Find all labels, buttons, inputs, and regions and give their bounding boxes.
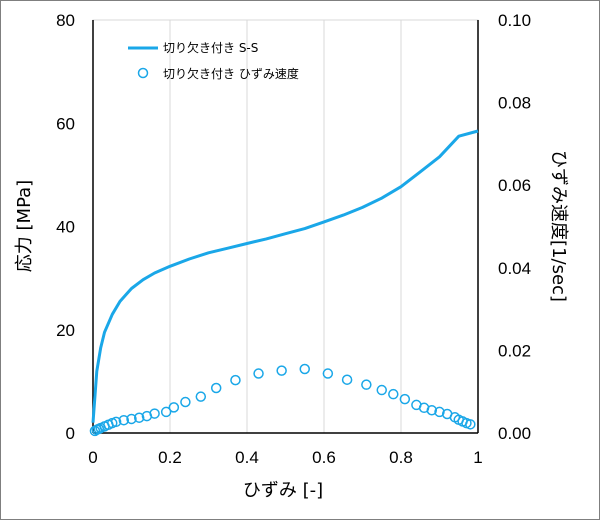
legend: 切り欠き付き S-S 切り欠き付き ひずみ速度 <box>128 40 299 81</box>
y-left-tick-label: 0 <box>66 424 75 443</box>
strain-rate-point <box>118 414 130 426</box>
x-tick-label: 0.2 <box>158 448 182 467</box>
strain-rate-point <box>376 384 387 396</box>
y-right-tick-label: 0.10 <box>498 11 531 30</box>
legend-label-strain-rate: 切り欠き付き ひずみ速度 <box>163 66 299 81</box>
strain-rate-point <box>361 379 372 390</box>
strain-rate-point <box>426 405 438 416</box>
y-left-axis-title: 応力 [MPa] <box>14 180 35 272</box>
strain-rate-point <box>210 382 222 394</box>
y-right-tick-label: 0.00 <box>498 424 531 443</box>
y-left-tick-label: 20 <box>56 321 75 340</box>
x-tick-label: 0.4 <box>235 448 259 467</box>
axes <box>92 20 479 434</box>
strain-rate-point <box>180 396 191 408</box>
x-tick-label: 0.8 <box>389 448 413 467</box>
grid-lines <box>169 20 402 433</box>
y-left-tick-label: 40 <box>56 218 75 237</box>
legend-label-ss: 切り欠き付き S-S <box>163 40 258 55</box>
strain-rate-point <box>110 416 122 428</box>
strain-rate-point <box>276 365 287 376</box>
x-tick-label: 1 <box>473 448 482 467</box>
strain-rate-point <box>434 406 445 418</box>
y-right-tick-label: 0.06 <box>498 176 531 195</box>
legend-marker-swatch <box>137 67 149 79</box>
x-tick-label: 0.6 <box>312 448 336 467</box>
y-left-tick-label: 60 <box>56 114 75 133</box>
strain-rate-point <box>195 391 207 402</box>
strain-rate-point <box>253 368 264 379</box>
strain-rate-point <box>465 419 476 430</box>
strain-rate-point <box>168 402 180 413</box>
strain-rate-point <box>160 406 172 418</box>
strain-rate-point <box>149 408 160 419</box>
y-right-axis-title: ひずみ速度[1/sec] <box>548 150 569 302</box>
series-layer <box>89 129 479 437</box>
strain-rate-point <box>133 412 145 423</box>
strain-rate-point <box>341 374 353 385</box>
strain-rate-point <box>230 374 241 386</box>
x-axis-title: ひずみ [-] <box>243 480 323 501</box>
y-right-tick-label: 0.02 <box>498 341 531 360</box>
series-line-stress-strain <box>91 129 479 423</box>
tick-labels: 0 0.2 0.4 0.6 0.8 1 0 20 40 60 80 0.00 0.02 0.04 0.06 0… <box>56 11 531 467</box>
strain-rate-point <box>322 368 334 379</box>
strain-rate-point <box>126 413 137 425</box>
x-tick-label: 0 <box>88 448 97 467</box>
strain-rate-point <box>388 388 399 400</box>
y-left-tick-label: 80 <box>56 11 75 30</box>
strain-rate-point <box>299 363 310 375</box>
y-right-tick-label: 0.08 <box>498 94 531 113</box>
strain-rate-point <box>399 393 411 405</box>
y-right-tick-label: 0.04 <box>498 259 531 278</box>
